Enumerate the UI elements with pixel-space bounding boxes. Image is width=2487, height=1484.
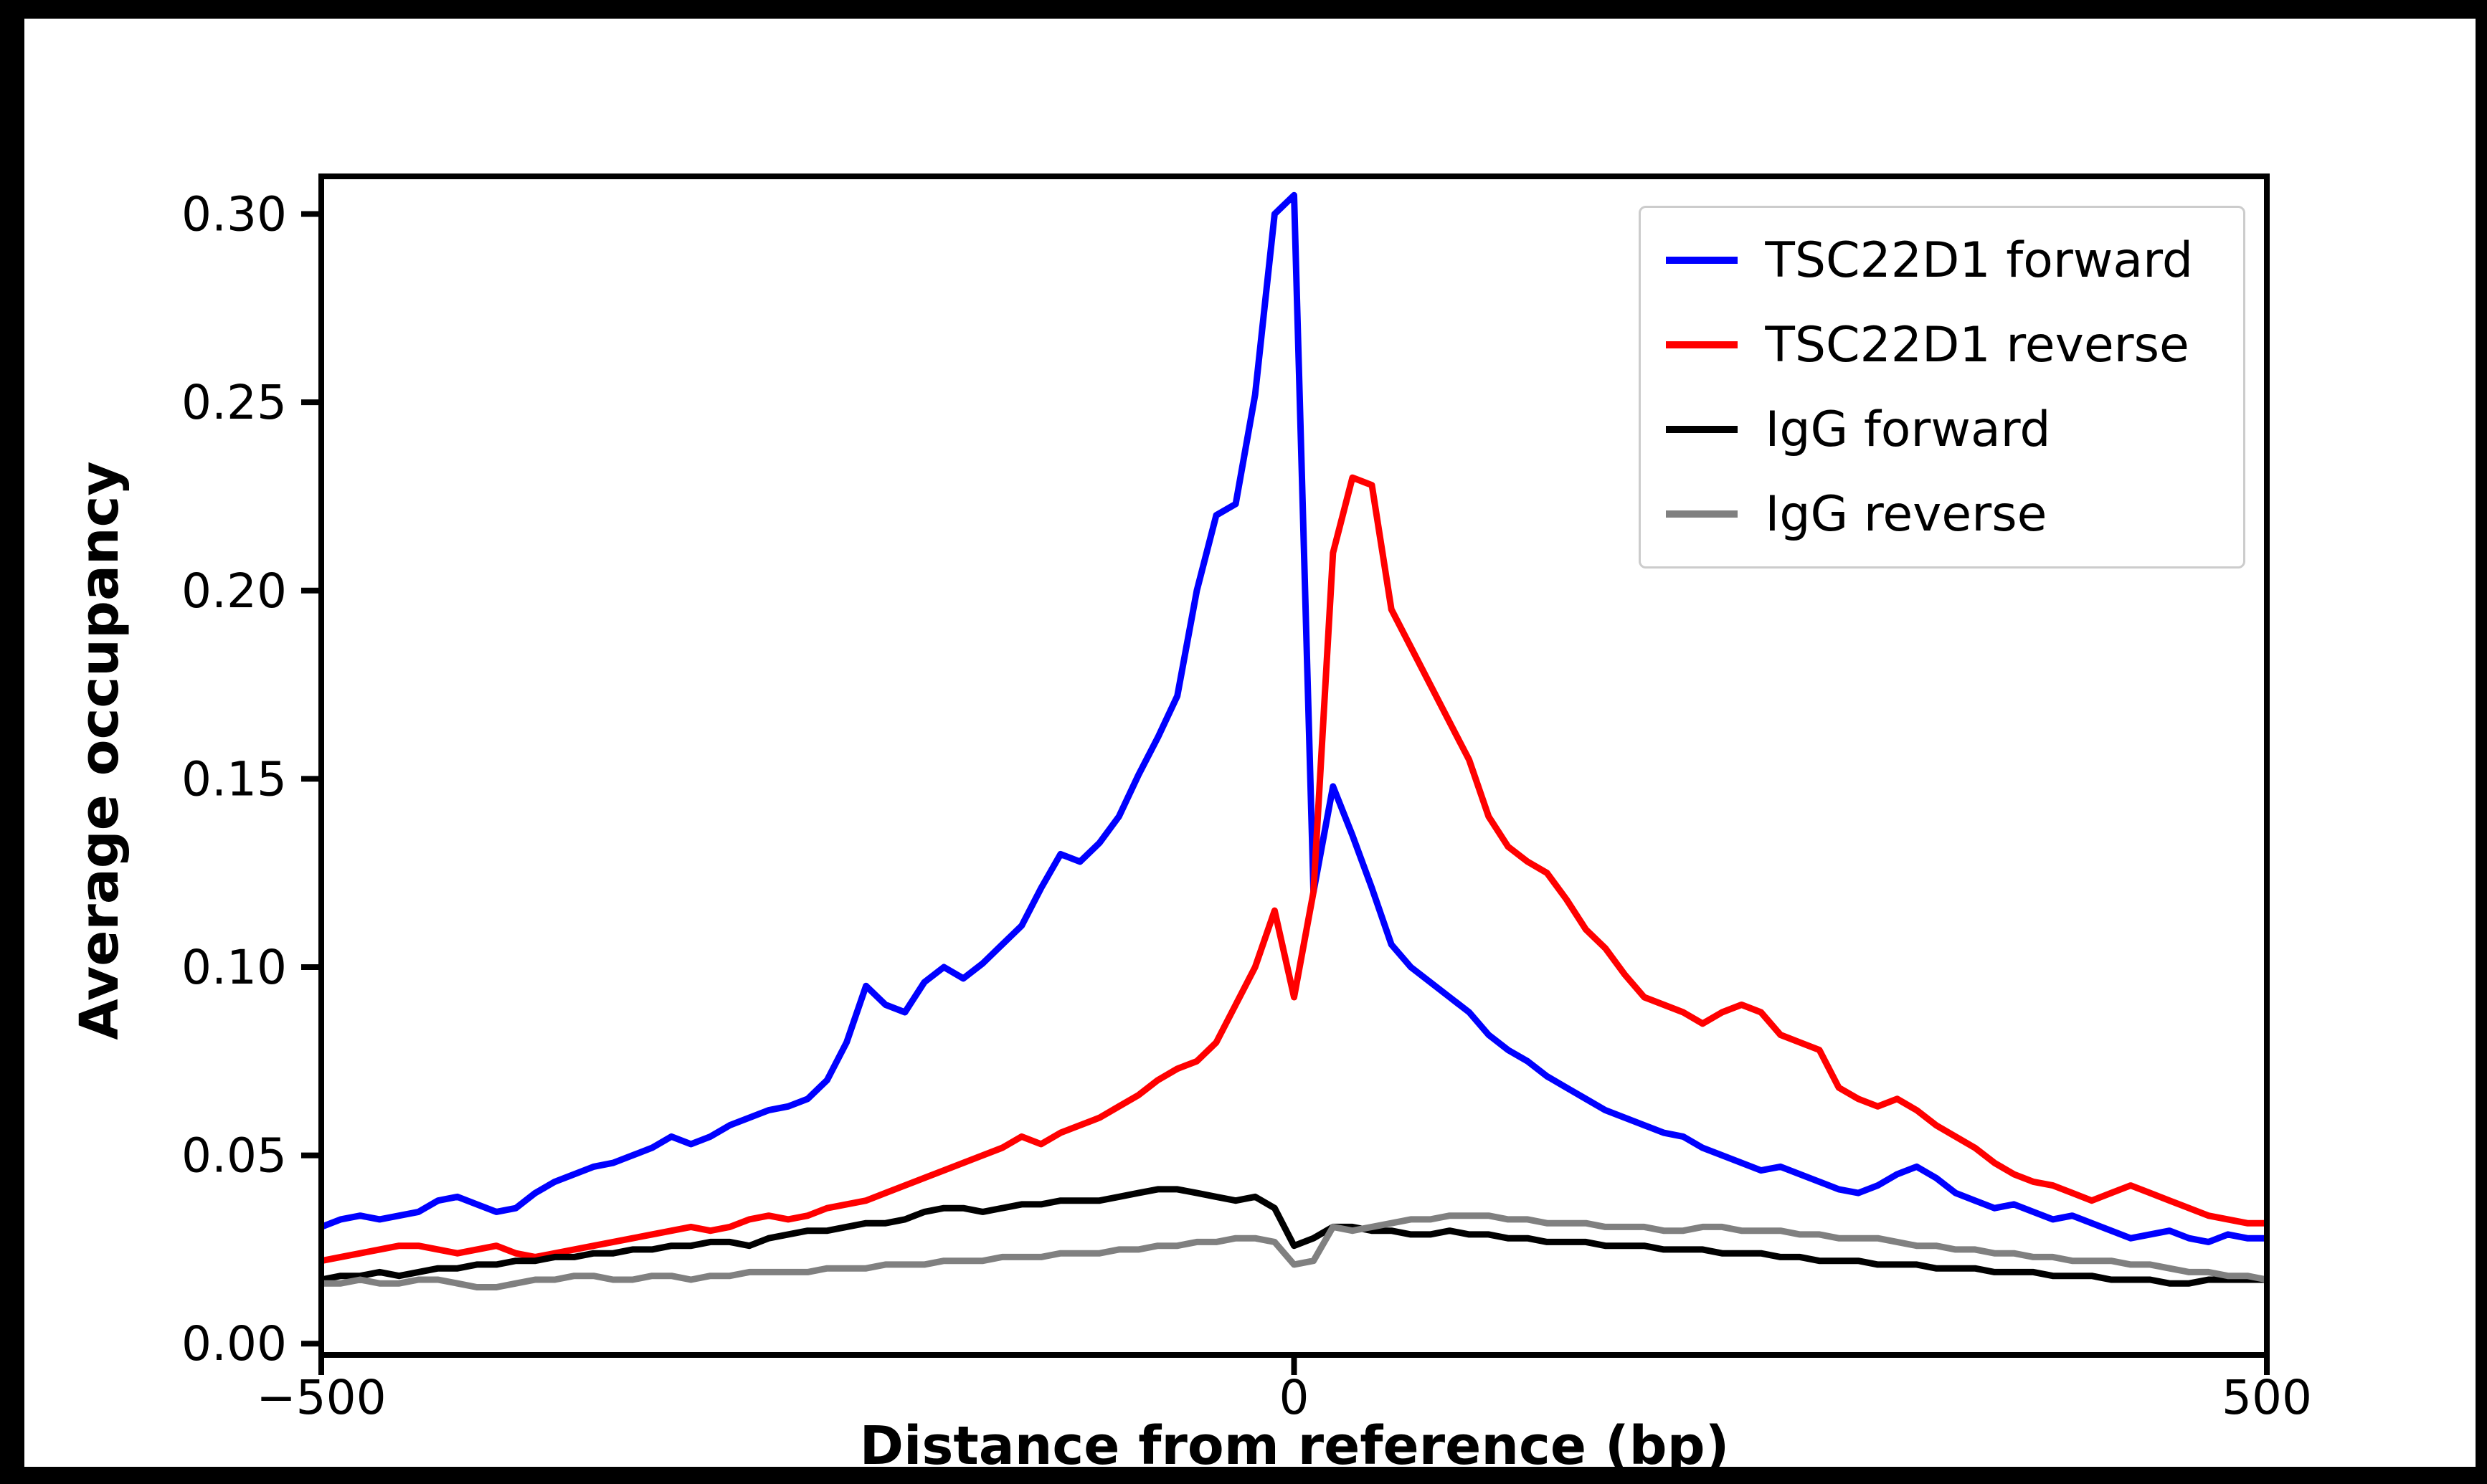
legend-item-igg-forward: IgG forward <box>1666 387 2193 472</box>
legend: TSC22D1 forward TSC22D1 reverse IgG forw… <box>1639 206 2245 569</box>
legend-line-igg-reverse-icon <box>1666 510 1738 518</box>
legend-label-igg-forward: IgG forward <box>1765 401 2051 458</box>
legend-line-tsc22d1-forward-icon <box>1666 257 1738 264</box>
y-tick-label: 0.10 <box>181 940 287 995</box>
legend-item-tsc22d1-forward: TSC22D1 forward <box>1666 218 2193 303</box>
x-axis-label: Distance from reference (bp) <box>859 1415 1730 1467</box>
y-axis-label: Average occupancy <box>69 461 131 1040</box>
y-tick-label: 0.05 <box>181 1128 287 1184</box>
series-line-tsc22d1-reverse <box>321 474 2267 1265</box>
y-tick-label: 0.00 <box>181 1316 287 1371</box>
series-group <box>321 191 2267 1290</box>
legend-line-tsc22d1-reverse-icon <box>1666 341 1738 348</box>
chart-figure: −500 0 500 0.00 0.05 0.10 0.15 0.20 0.25 0.30 Ave… <box>24 19 2476 1467</box>
y-tick-label: 0.15 <box>181 751 287 807</box>
legend-item-igg-reverse: IgG reverse <box>1666 472 2193 556</box>
legend-line-igg-forward-icon <box>1666 426 1738 433</box>
plot-area: −500 0 500 0.00 0.05 0.10 0.15 0.20 0.25 0.30 <box>181 173 2312 1425</box>
legend-label-tsc22d1-forward: TSC22D1 forward <box>1765 232 2193 289</box>
x-tick-label: 0 <box>1279 1370 1309 1425</box>
y-tick-label: 0.25 <box>181 375 287 430</box>
series-line-tsc22d1-forward <box>321 191 2267 1245</box>
legend-label-tsc22d1-reverse: TSC22D1 reverse <box>1765 316 2189 374</box>
x-tick-label: 500 <box>2222 1370 2312 1425</box>
y-tick-label: 0.30 <box>181 187 287 242</box>
series-line-igg-reverse <box>321 1212 2267 1290</box>
y-tick-label: 0.20 <box>181 563 287 619</box>
series-line-igg-forward <box>321 1186 2267 1287</box>
x-tick-label: −500 <box>256 1370 386 1425</box>
legend-item-tsc22d1-reverse: TSC22D1 reverse <box>1666 303 2193 387</box>
legend-label-igg-reverse: IgG reverse <box>1765 485 2047 543</box>
